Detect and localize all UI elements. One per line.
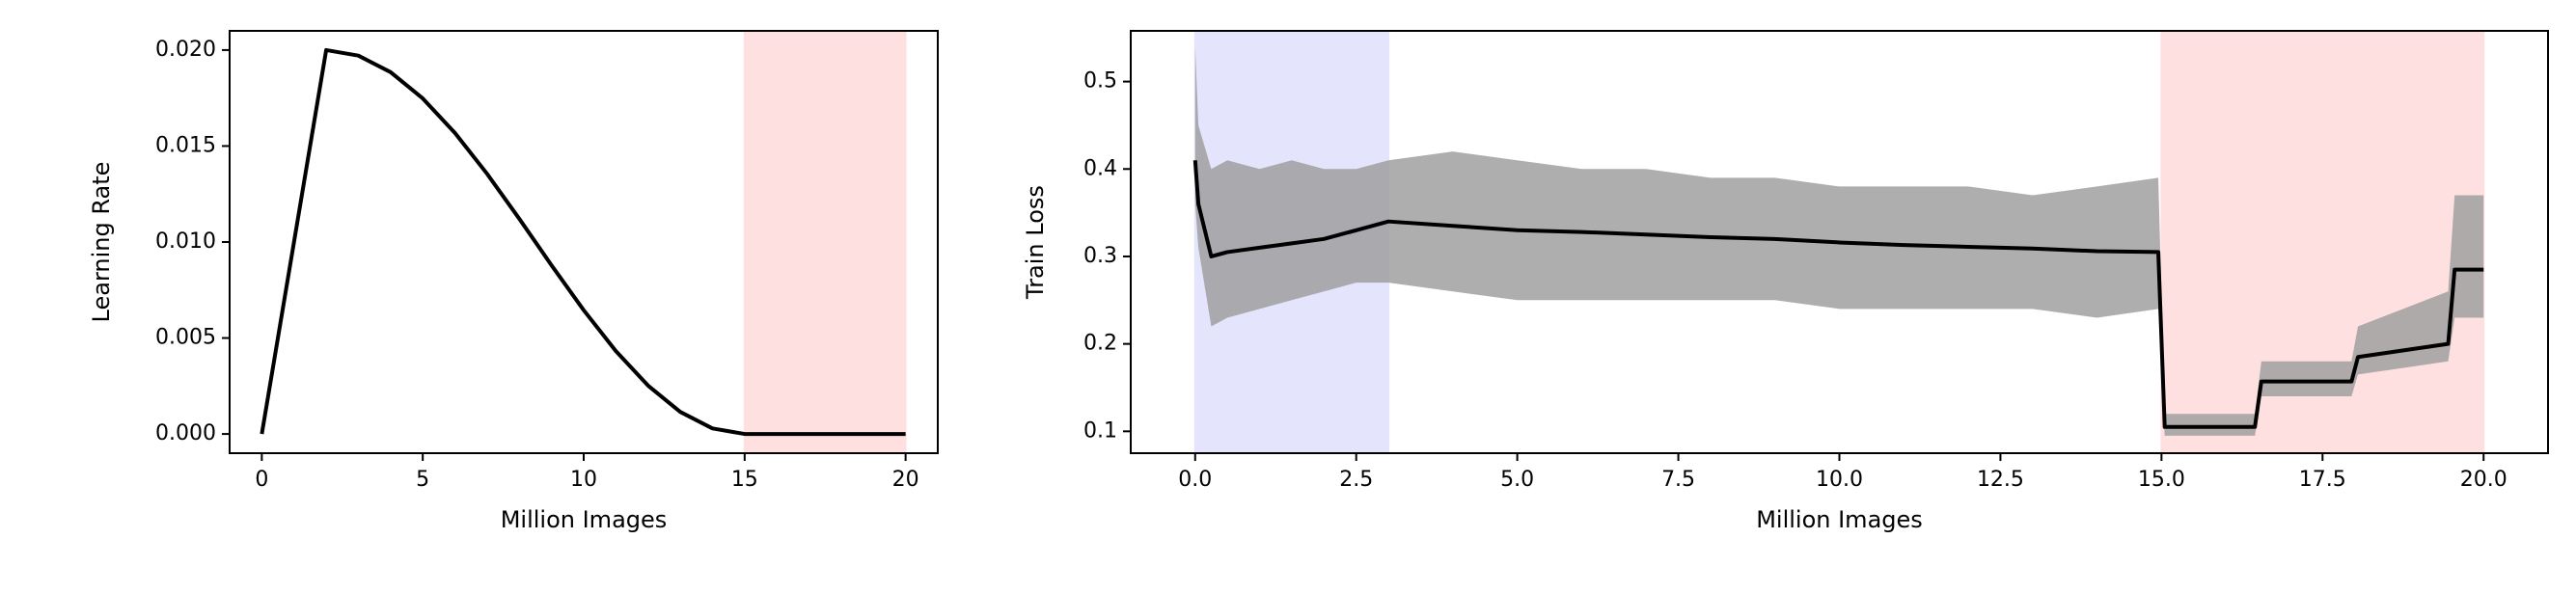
x-tick-label: 7.5 — [1661, 468, 1695, 492]
x-tick-label: 2.5 — [1339, 468, 1373, 492]
x-axis-label: Million Images — [501, 506, 668, 533]
shaded-span — [743, 30, 907, 454]
y-axis-label: Learning Rate — [88, 162, 115, 323]
x-axis-label: Million Images — [1756, 506, 1923, 533]
x-tick-label: 5 — [416, 468, 429, 492]
x-tick-label: 20 — [892, 468, 919, 492]
x-tick-label: 15 — [731, 468, 758, 492]
y-tick-label: 0.015 — [155, 133, 216, 157]
x-tick-label: 5.0 — [1500, 468, 1534, 492]
x-tick-label: 20.0 — [2460, 468, 2507, 492]
x-tick-label: 15.0 — [2138, 468, 2185, 492]
y-axis-label: Train Loss — [1022, 185, 1049, 300]
x-tick-label: 0.0 — [1178, 468, 1212, 492]
x-tick-label: 10 — [570, 468, 597, 492]
y-tick-label: 0.3 — [1083, 244, 1117, 268]
x-tick-label: 12.5 — [1977, 468, 2024, 492]
data-line — [1192, 160, 2484, 429]
y-tick-label: 0.2 — [1083, 332, 1117, 356]
data-line — [260, 47, 906, 437]
x-tick-label: 10.0 — [1816, 468, 1863, 492]
x-tick-label: 0 — [255, 468, 268, 492]
x-tick-label: 17.5 — [2299, 468, 2346, 492]
y-tick-label: 0.000 — [155, 421, 216, 445]
y-tick-label: 0.020 — [155, 38, 216, 62]
y-tick-label: 0.4 — [1083, 156, 1117, 180]
y-tick-label: 0.5 — [1083, 69, 1117, 94]
y-tick-label: 0.010 — [155, 229, 216, 254]
y-tick-label: 0.1 — [1083, 418, 1117, 443]
y-tick-label: 0.005 — [155, 326, 216, 350]
